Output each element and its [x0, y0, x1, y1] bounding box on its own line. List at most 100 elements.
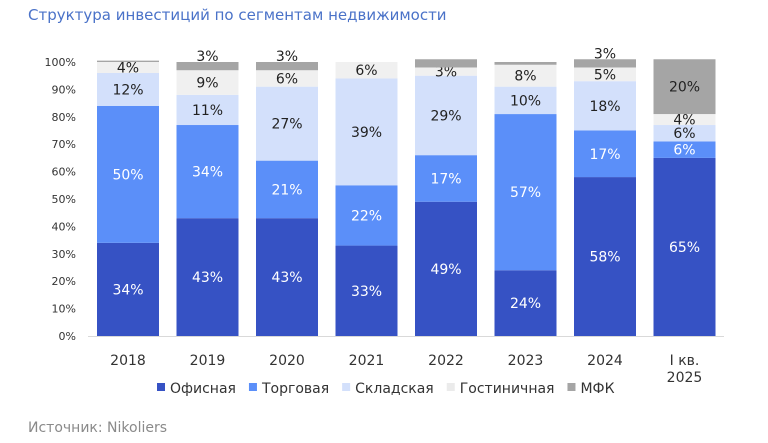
x-tick-label: 2019 [190, 353, 226, 369]
data-label: 10% [510, 93, 541, 109]
bar-segment-Торговая [256, 160, 318, 219]
data-label: 4% [117, 60, 139, 76]
bar-segment-Гостиничная [335, 62, 398, 79]
bar-segment-Торговая [574, 130, 636, 178]
data-label: 50% [112, 167, 143, 183]
bar-segment-Гостиничная [574, 67, 636, 82]
bar-segment-МФК [97, 60, 159, 62]
x-tick-label: 2023 [508, 353, 544, 369]
legend-label: Складская [355, 381, 434, 397]
data-label: 20% [669, 80, 700, 96]
y-tick-label: 100% [45, 56, 76, 69]
y-tick-label: 80% [52, 111, 76, 124]
bar-segment-МФК [494, 62, 557, 65]
bar-segment-Офисная [653, 157, 716, 336]
bar-segment-Офисная [97, 242, 159, 336]
y-tick-label: 30% [52, 248, 76, 261]
data-label: 3% [196, 49, 218, 65]
data-label: 49% [430, 262, 461, 278]
bar-segment-Складская [494, 86, 557, 115]
data-label: 34% [112, 282, 143, 298]
data-label: 9% [196, 76, 218, 92]
data-label: 65% [669, 240, 700, 256]
bar-segment-Гостиничная [415, 67, 477, 76]
legend-swatch [157, 383, 165, 391]
chart-title: Структура инвестиций по сегментам недвиж… [28, 6, 447, 24]
data-label: 57% [510, 185, 541, 201]
data-label: 11% [192, 103, 223, 119]
x-tick-label: 2018 [110, 353, 146, 369]
bar-segment-Торговая [653, 141, 716, 158]
legend-label: Торговая [261, 381, 329, 397]
data-label: 6% [355, 63, 377, 79]
y-tick-label: 20% [52, 275, 76, 288]
data-label: 4% [673, 113, 695, 129]
bar-segment-Складская [176, 94, 239, 126]
bar-segment-МФК [415, 59, 477, 68]
x-tick-label: 2022 [428, 353, 464, 369]
bar-segment-Складская [97, 72, 159, 106]
bar-segment-Торговая [415, 155, 477, 202]
bar-segment-Складская [335, 78, 398, 186]
data-label: 6% [673, 143, 695, 159]
data-label: 34% [192, 165, 223, 181]
data-label: 43% [271, 270, 302, 286]
data-label: 3% [594, 46, 616, 62]
y-tick-label: 10% [52, 303, 76, 316]
data-label: 17% [430, 171, 461, 187]
x-tick-label: 2024 [587, 353, 623, 369]
data-label: 5% [594, 67, 616, 83]
data-label: 3% [276, 49, 298, 65]
bar-segment-Гостиничная [256, 70, 318, 87]
data-label: 12% [112, 82, 143, 98]
bar-segment-МФК [653, 59, 716, 115]
bar-segment-Складская [574, 81, 636, 131]
y-tick-label: 90% [52, 83, 76, 96]
legend-label: Гостиничная [460, 381, 555, 397]
bar-segment-Складская [653, 125, 716, 142]
legend-swatch [446, 383, 455, 391]
bar-segment-МФК [574, 59, 636, 68]
data-label: 8% [514, 69, 536, 85]
data-label: 22% [351, 208, 382, 224]
bar-segment-Складская [256, 86, 318, 161]
x-tick-label: 2021 [349, 353, 385, 369]
x-tick-label: 2020 [269, 353, 305, 369]
data-label: 17% [589, 147, 620, 163]
data-label: 24% [510, 296, 541, 312]
legend-swatch [248, 383, 257, 391]
legend-label: Офисная [170, 381, 236, 397]
source-note: Источник: Nikoliers [28, 420, 168, 436]
y-tick-label: 50% [52, 193, 76, 206]
bar-segment-Торговая [335, 185, 398, 246]
data-label: 6% [276, 71, 298, 87]
data-label: 58% [589, 250, 620, 266]
bar-segment-Офисная [574, 177, 636, 336]
bar-segment-Торговая [176, 125, 239, 219]
bar-segment-Торговая [494, 114, 557, 271]
bar-segment-Торговая [97, 105, 159, 243]
bar-segment-МФК [256, 62, 318, 71]
legend-swatch [342, 383, 351, 391]
data-label: 6% [673, 126, 695, 142]
bar-segment-Гостиничная [494, 64, 557, 87]
bar-segment-МФК [176, 62, 239, 71]
data-label: 43% [192, 270, 223, 286]
y-tick-label: 40% [52, 220, 76, 233]
data-label: 3% [435, 65, 457, 81]
legend-swatch [567, 383, 576, 391]
bar-segment-Гостиничная [97, 62, 159, 73]
bar-segment-Офисная [335, 245, 398, 336]
data-label: 27% [271, 117, 302, 133]
bar-segment-Складская [415, 75, 477, 156]
y-tick-label: 60% [52, 166, 76, 179]
x-tick-label: I кв. [670, 353, 700, 369]
x-tick-label: 2025 [667, 370, 703, 386]
legend-label: МФК [580, 381, 614, 397]
y-tick-label: 70% [52, 138, 76, 151]
data-label: 39% [351, 125, 382, 141]
bar-segment-Офисная [494, 270, 557, 336]
data-label: 21% [271, 182, 302, 198]
bar-segment-Офисная [415, 201, 477, 336]
y-tick-label: 0% [59, 330, 76, 343]
